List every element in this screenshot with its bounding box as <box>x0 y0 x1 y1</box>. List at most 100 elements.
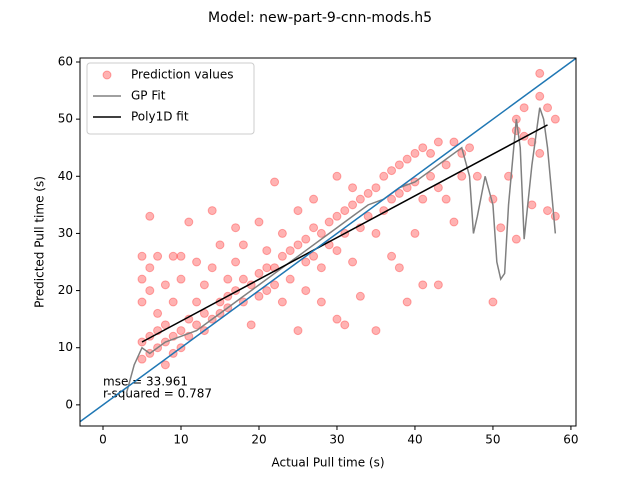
data-point <box>231 257 241 267</box>
data-point <box>316 228 326 238</box>
data-point <box>262 286 272 296</box>
annotation: r-squared = 0.787 <box>103 387 212 401</box>
data-point <box>543 206 553 216</box>
data-point <box>550 211 560 221</box>
data-point <box>472 171 482 181</box>
data-point <box>192 297 202 307</box>
data-point <box>449 217 459 227</box>
data-point <box>324 217 334 227</box>
data-point <box>535 68 545 78</box>
annotation: mse = 33.961 <box>103 375 188 389</box>
data-point <box>301 286 311 296</box>
data-point <box>371 183 381 193</box>
data-point <box>238 240 248 250</box>
data-point <box>418 143 428 153</box>
y-tick-label: 40 <box>58 169 73 183</box>
data-point <box>246 320 256 330</box>
data-point <box>176 326 186 336</box>
data-point <box>394 160 404 170</box>
data-point <box>433 137 443 147</box>
data-point <box>418 194 428 204</box>
data-point <box>215 240 225 250</box>
data-point <box>145 211 155 221</box>
y-tick-label: 60 <box>58 55 73 69</box>
data-point <box>192 257 202 267</box>
data-point <box>254 217 264 227</box>
data-point <box>293 240 303 250</box>
data-point <box>160 360 170 370</box>
data-point <box>153 251 163 261</box>
data-point <box>535 91 545 101</box>
x-tick-label: 20 <box>251 433 266 447</box>
data-point <box>301 257 311 267</box>
data-point <box>496 223 506 233</box>
fit-line <box>141 124 548 343</box>
data-point <box>441 194 451 204</box>
data-point <box>262 246 272 256</box>
legend-box <box>86 62 255 135</box>
data-point <box>465 143 475 153</box>
data-point <box>309 223 319 233</box>
data-point <box>332 211 342 221</box>
data-point <box>426 171 436 181</box>
data-point <box>277 228 287 238</box>
data-point <box>223 274 233 284</box>
data-point <box>176 251 186 261</box>
data-point <box>199 280 209 290</box>
data-point <box>371 326 381 336</box>
data-point <box>332 314 342 324</box>
data-point <box>184 217 194 227</box>
data-point <box>332 246 342 256</box>
data-point <box>145 263 155 273</box>
data-point <box>527 200 537 210</box>
data-point <box>426 148 436 158</box>
data-point <box>519 103 529 113</box>
data-point <box>535 148 545 158</box>
data-point <box>277 297 287 307</box>
data-point <box>137 354 147 364</box>
data-point <box>394 188 404 198</box>
data-point <box>168 297 178 307</box>
data-point <box>387 166 397 176</box>
data-point <box>402 297 412 307</box>
x-tick-label: 50 <box>485 433 500 447</box>
data-point <box>231 223 241 233</box>
chart-title: Model: new-part-9-cnn-mods.h5 <box>208 10 432 26</box>
data-point <box>355 291 365 301</box>
legend-label: Prediction values <box>131 68 233 82</box>
data-point <box>410 148 420 158</box>
data-point <box>192 320 202 330</box>
data-point <box>254 268 264 278</box>
data-point <box>402 154 412 164</box>
data-point <box>316 263 326 273</box>
data-point <box>270 280 280 290</box>
y-tick-label: 10 <box>58 340 73 354</box>
fit-line <box>125 107 557 394</box>
data-point <box>254 291 264 301</box>
data-point <box>277 251 287 261</box>
data-point <box>285 274 295 284</box>
data-point <box>449 137 459 147</box>
data-point <box>511 126 521 136</box>
data-point <box>332 171 342 181</box>
data-point <box>355 194 365 204</box>
data-point <box>145 286 155 296</box>
y-tick-label: 20 <box>58 283 73 297</box>
x-tick-label: 40 <box>407 433 422 447</box>
data-point <box>316 297 326 307</box>
data-point <box>527 137 537 147</box>
data-point <box>137 274 147 284</box>
data-point <box>387 251 397 261</box>
data-point <box>418 280 428 290</box>
data-point <box>301 234 311 244</box>
data-point <box>153 308 163 318</box>
data-point <box>293 206 303 216</box>
data-point <box>309 251 319 261</box>
data-point <box>207 263 217 273</box>
x-tick-label: 0 <box>99 433 107 447</box>
y-axis-label: Predicted Pull time (s) <box>33 176 47 308</box>
data-point <box>348 200 358 210</box>
plot-frame <box>79 57 577 427</box>
data-point <box>160 280 170 290</box>
